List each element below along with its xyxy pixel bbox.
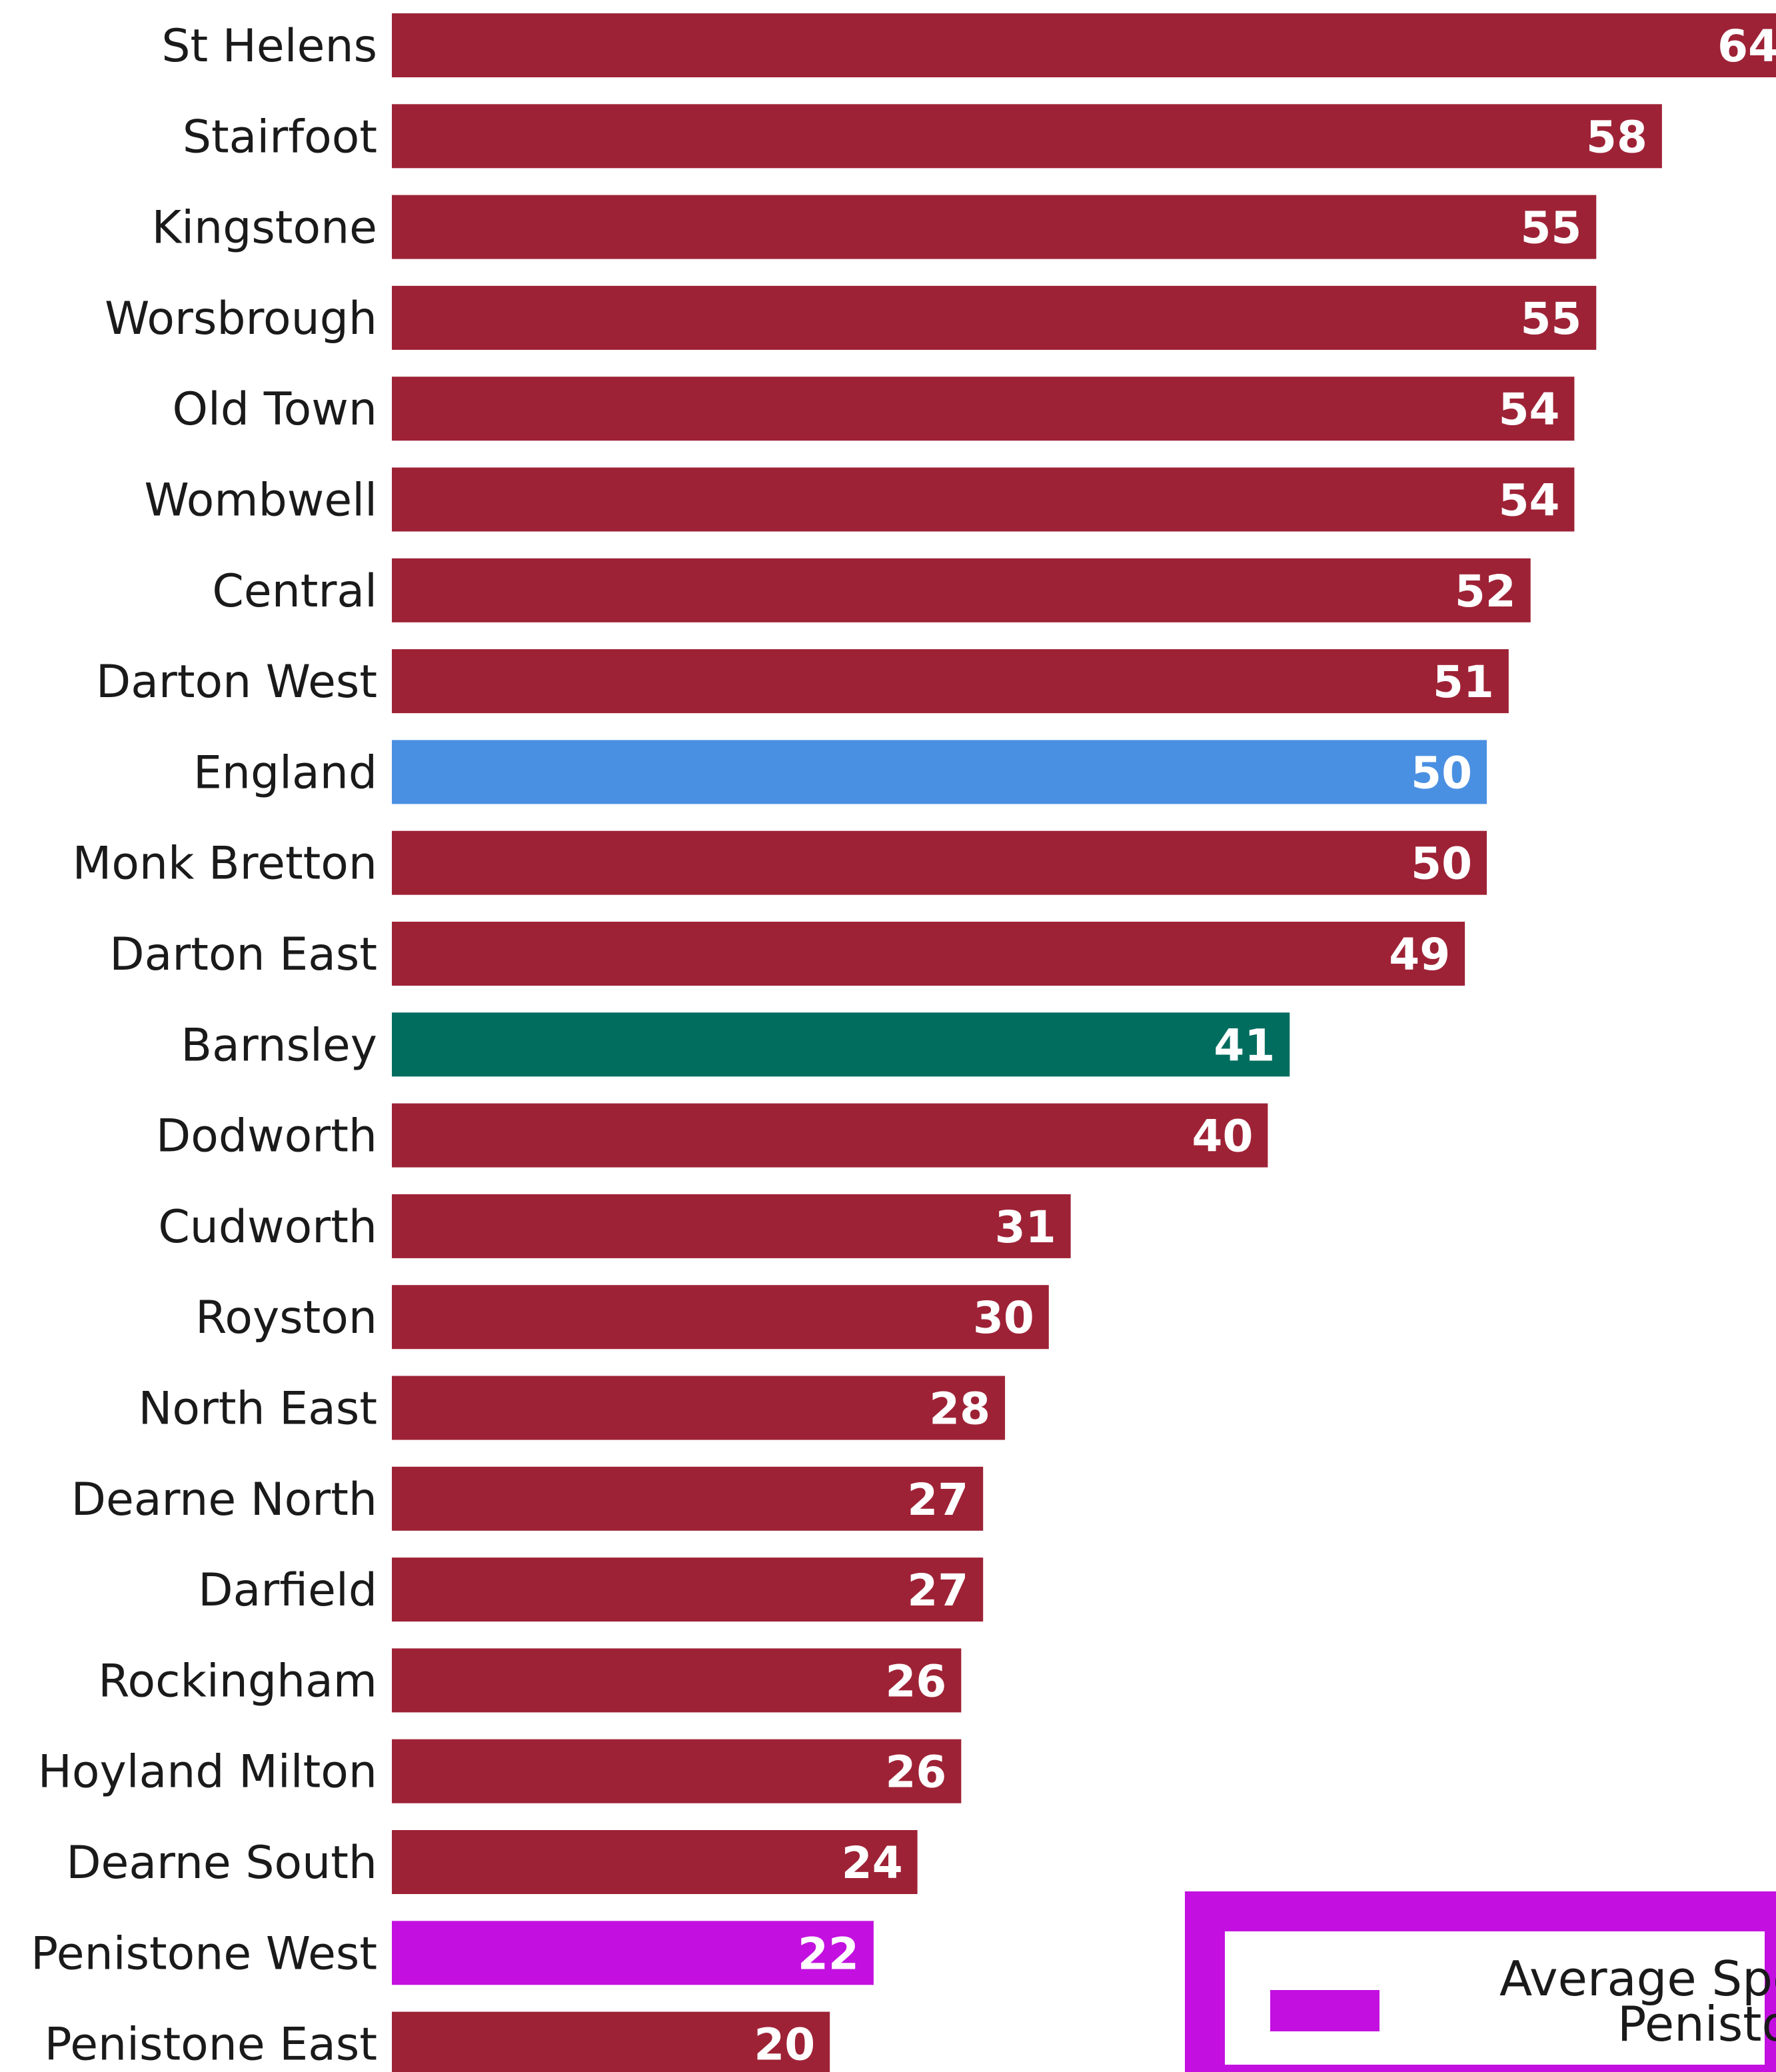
category-label-st-helens: St Helens [161,20,377,73]
value-label-central: 52 [1455,566,1516,617]
category-label-darton-west: Darton West [96,656,377,708]
value-label-penistone-east: 20 [754,2019,815,2071]
value-label-hoyland-milton: 26 [886,1747,947,1798]
category-label-darfield: Darfield [198,1564,377,1617]
bar-barnsley [392,1012,1290,1077]
category-label-dearne-south: Dearne South [66,1837,377,1889]
value-label-dearne-south: 24 [842,1837,903,1889]
legend: Average Spe Peniston [1185,1891,1776,2072]
value-label-darton-east: 49 [1389,929,1450,980]
category-label-cudworth: Cudworth [158,1201,377,1254]
legend-swatch [1270,1990,1379,2031]
bar-rockingham [392,1648,962,1713]
bar-darton-west [392,649,1509,714]
bar-stairfoot [392,104,1662,169]
value-labels-group: 6458555554545251505049414031302827272626… [754,21,1776,2071]
bars-group [392,13,1776,2072]
category-label-rockingham: Rockingham [98,1655,377,1707]
legend-line-2: Peniston [1617,1996,1776,2052]
bar-wombwell [392,467,1575,532]
category-label-old-town: Old Town [173,383,378,436]
bar-penistone-east [392,2011,830,2072]
category-label-dodworth: Dodworth [156,1110,377,1163]
bar-old-town [392,377,1575,441]
value-label-monk-bretton: 50 [1411,838,1472,890]
value-label-royston: 30 [973,1292,1034,1344]
bar-kingstone [392,195,1597,259]
value-label-barnsley: 41 [1214,1020,1275,1071]
value-label-cudworth: 31 [995,1202,1056,1253]
category-label-kingstone: Kingstone [152,202,377,255]
bar-central [392,558,1531,622]
bar-dearne-south [392,1830,918,1894]
category-labels-group: St Helens Stairfoot Kingstone Worsbrough Old… [31,20,377,2071]
value-label-england: 50 [1411,747,1472,798]
category-label-dearne-north: Dearne North [71,1474,377,1526]
value-label-rockingham: 26 [886,1655,947,1707]
category-label-england: England [193,746,377,799]
category-label-darton-east: Darton East [109,928,377,981]
value-label-darfield: 27 [907,1565,968,1616]
bar-hoyland-milton [392,1739,962,1803]
category-label-penistone-west: Penistone West [31,1927,377,1980]
bar-worsbrough [392,285,1597,350]
category-label-barnsley: Barnsley [181,1019,377,1072]
category-label-monk-bretton: Monk Bretton [73,838,377,890]
value-label-dodworth: 40 [1192,1111,1254,1162]
legend-frame [1185,1891,1776,2072]
category-label-central: Central [212,565,377,618]
value-label-north-east: 28 [929,1384,990,1435]
value-label-penistone-west: 22 [798,1928,859,1979]
category-label-royston: Royston [195,1292,377,1344]
value-label-stairfoot: 58 [1586,111,1647,163]
bar-dodworth [392,1103,1268,1168]
bar-monk-bretton [392,830,1487,895]
category-label-wombwell: Wombwell [145,475,378,527]
bar-england [392,740,1487,804]
value-label-kingstone: 55 [1520,203,1581,254]
bar-darton-east [392,922,1465,986]
category-label-worsbrough: Worsbrough [105,293,377,345]
bar-north-east [392,1376,1006,1440]
value-label-wombwell: 54 [1499,475,1560,526]
value-label-dearne-north: 27 [907,1474,968,1526]
value-label-worsbrough: 55 [1520,293,1581,345]
bar-penistone-west [392,1921,874,1985]
category-label-stairfoot: Stairfoot [183,111,377,163]
legend-line-1: Average Spe [1499,1951,1776,2007]
bar-darfield [392,1557,984,1622]
value-label-old-town: 54 [1499,384,1560,435]
category-label-hoyland-milton: Hoyland Milton [38,1746,377,1799]
value-label-darton-west: 51 [1433,656,1494,708]
value-label-st-helens: 64 [1717,21,1776,72]
bar-royston [392,1285,1049,1350]
bar-dearne-north [392,1466,984,1531]
category-label-north-east: North East [138,1383,377,1436]
category-label-penistone-east: Penistone East [45,2019,377,2071]
bar-st-helens [392,13,1776,77]
bar-cudworth [392,1194,1071,1258]
